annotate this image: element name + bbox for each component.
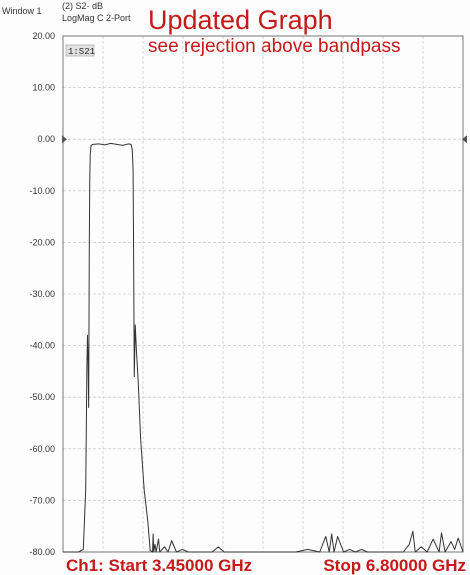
y-tick-label: -80.00 (29, 547, 55, 557)
y-tick-label: -60.00 (29, 444, 55, 454)
grid (63, 36, 463, 552)
trace-badge[interactable] (65, 44, 95, 57)
y-tick-label: -70.00 (29, 495, 55, 505)
reference-markers (62, 135, 467, 144)
y-tick-label: 0.00 (37, 134, 55, 144)
y-tick-label: -40.00 (29, 341, 55, 351)
chart-title: Updated Graph (148, 5, 333, 35)
trace-line (63, 142, 464, 553)
trace-layer (63, 142, 464, 553)
y-tick-label: -30.00 (29, 289, 55, 299)
start-frequency: Ch1: Start 3.45000 GHz (66, 556, 252, 575)
trace-badge-label: 1:S21 (68, 47, 95, 57)
window-label: Window 1 (2, 6, 42, 16)
reference-marker-right (462, 135, 467, 144)
stop-frequency: Stop 6.80000 GHz (323, 556, 466, 575)
y-axis: 20.00 10.00 0.00 -10.00 -20.00 -30.00 -40.00 -5… (29, 31, 55, 557)
y-tick-label: -10.00 (29, 186, 55, 196)
y-tick-label: -20.00 (29, 237, 55, 247)
reference-marker-left (62, 135, 67, 144)
y-tick-label: -50.00 (29, 392, 55, 402)
format-label: LogMag C 2-Port (62, 13, 131, 23)
chart-subtitle: see rejection above bandpass (148, 36, 400, 57)
y-tick-label: 10.00 (32, 83, 55, 93)
y-tick-label: 20.00 (32, 31, 55, 41)
trace-label: (2) S2· dB (62, 1, 103, 11)
